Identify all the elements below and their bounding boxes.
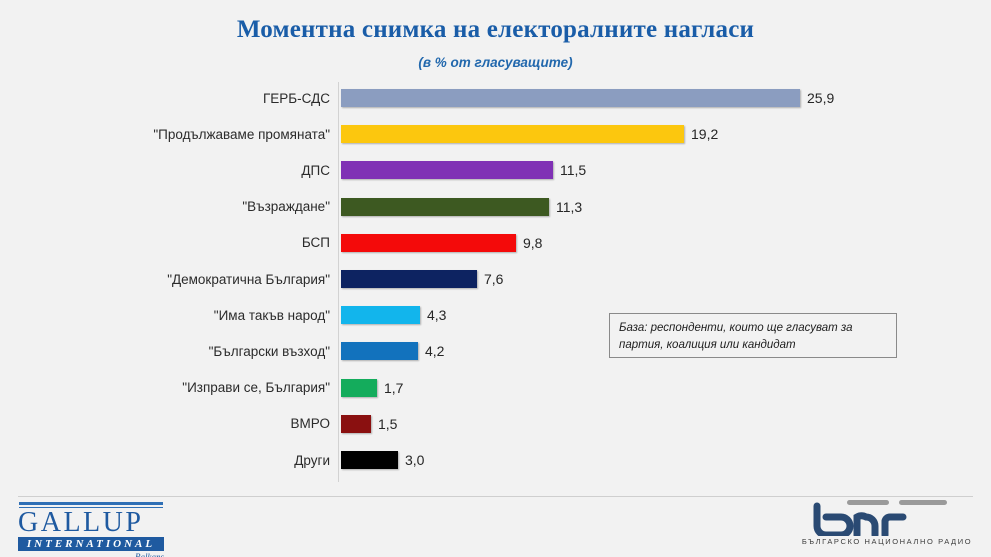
bar <box>341 270 477 288</box>
bar-category-label: Други <box>294 452 330 468</box>
gallup-logo-region: Balkans <box>135 552 164 557</box>
bar-group: 11,5 <box>341 161 587 180</box>
footer-divider <box>18 496 973 497</box>
gallup-logo-rule-top <box>19 502 163 505</box>
gallup-logo-rule-thin <box>19 507 163 508</box>
bar-group: 1,7 <box>341 378 404 397</box>
gallup-logo-wordmark: GALLUP <box>18 507 144 538</box>
bar <box>341 89 800 107</box>
bar-group: 4,3 <box>341 306 447 325</box>
bar-value-label: 9,8 <box>523 234 543 251</box>
bar-group: 4,2 <box>341 342 445 361</box>
base-note-box: База: респонденти, които ще гласуват за … <box>609 313 897 358</box>
table-row: Други 3,0 <box>0 442 991 478</box>
bnr-logo-caption: БЪЛГАРСКО НАЦИОНАЛНО РАДИО <box>801 537 973 546</box>
bar-group: 11,3 <box>341 197 583 216</box>
bar-group: 3,0 <box>341 451 424 469</box>
bar <box>341 233 516 252</box>
bar-category-label: "Български възход" <box>208 343 330 359</box>
gallup-logo: GALLUP INTERNATIONAL Balkans <box>16 500 176 557</box>
bnr-logo: БЪЛГАРСКО НАЦИОНАЛНО РАДИО <box>797 500 977 554</box>
bnr-logo-mark <box>807 500 967 539</box>
bar-value-label: 1,7 <box>384 379 404 396</box>
bar-category-label: "Демократична България" <box>167 271 330 287</box>
bar <box>341 125 684 144</box>
bar-value-label: 11,5 <box>560 162 587 179</box>
bar-chart: ГЕРБ-СДС 25,9 "Продължаваме промяната" 19,2… <box>0 80 991 488</box>
bar-value-label: 25,9 <box>807 90 835 106</box>
table-row: "Демократична България" 7,6 <box>0 261 991 297</box>
bar-category-label: ДПС <box>301 162 330 178</box>
bar-group: 1,5 <box>341 414 398 433</box>
bar-value-label: 1,5 <box>378 415 398 432</box>
bar <box>341 342 418 361</box>
table-row: ДПС 11,5 <box>0 152 991 188</box>
bar-category-label: ГЕРБ-СДС <box>262 90 330 106</box>
table-row: "Има такъв народ" 4,3 <box>0 297 991 333</box>
table-row: ВМРО 1,5 <box>0 406 991 442</box>
bar <box>341 451 398 469</box>
bar-category-label: "Има такъв народ" <box>213 307 330 323</box>
page-title: Моментна снимка на електоралните нагласи <box>236 16 755 43</box>
bar-group: 25,9 <box>341 89 834 107</box>
bar-group: 9,8 <box>341 233 543 252</box>
bnr-logo-svg <box>813 500 947 539</box>
table-row: "Изправи се, България" 1,7 <box>0 370 991 406</box>
bar-category-label: "Възраждане" <box>242 199 330 215</box>
table-row: "Български възход" 4,2 <box>0 333 991 369</box>
bar-value-label: 4,3 <box>427 307 447 324</box>
bar-category-label: ВМРО <box>290 416 330 432</box>
bar-category-label: "Изправи се, България" <box>182 380 330 396</box>
category-axis-line <box>338 82 339 482</box>
bar <box>341 378 377 397</box>
base-note-line-1: База: респонденти, които ще гласуват за <box>619 322 853 334</box>
table-row: "Продължаваме промяната" 19,2 <box>0 116 991 152</box>
bar-group: 19,2 <box>341 125 719 144</box>
table-row: БСП 9,8 <box>0 225 991 261</box>
bar-value-label: 4,2 <box>425 343 445 360</box>
table-row: ГЕРБ-СДС 25,9 <box>0 80 991 116</box>
bar-value-label: 7,6 <box>484 271 504 287</box>
bar <box>341 197 549 216</box>
bar-value-label: 11,3 <box>556 198 583 215</box>
bar <box>341 161 553 180</box>
page-subtitle: (в % от гласуващите) <box>418 55 573 70</box>
bar <box>341 306 420 325</box>
base-note-line-2: партия, коалиция или кандидат <box>619 338 796 351</box>
gallup-logo-international: INTERNATIONAL <box>18 537 164 551</box>
bar-value-label: 3,0 <box>405 452 425 468</box>
table-row: "Възраждане" 11,3 <box>0 189 991 225</box>
bar-category-label: БСП <box>301 235 330 251</box>
bar-group: 7,6 <box>341 270 503 288</box>
bar-value-label: 19,2 <box>691 126 719 143</box>
bar-category-label: "Продължаваме промяната" <box>153 126 330 142</box>
bar <box>341 414 371 433</box>
